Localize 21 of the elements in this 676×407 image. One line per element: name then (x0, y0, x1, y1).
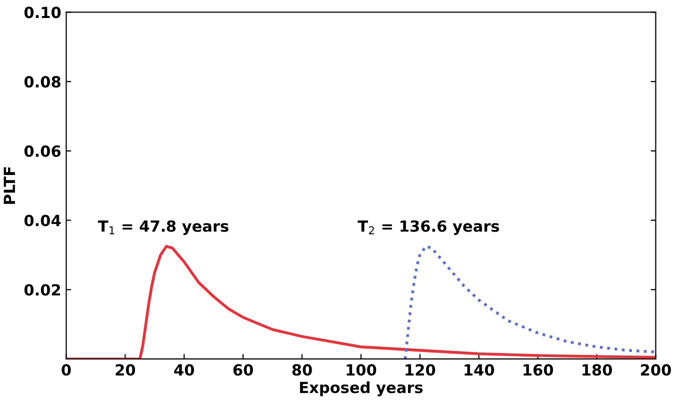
y-tick-label: 0.04 (24, 214, 61, 226)
x-tick-label: 20 (116, 364, 136, 376)
y-tick-label: 0.06 (24, 145, 61, 157)
x-tick-label: 0 (62, 364, 71, 376)
x-tick-label: 160 (524, 364, 554, 376)
x-tick-label: 180 (582, 364, 612, 376)
x-tick-label: 100 (346, 364, 376, 376)
annotation: T$_{1}$ = 47.8 years (98, 220, 228, 235)
y-tick-label: 0.02 (24, 284, 60, 296)
y-tick-label: 0.10 (24, 6, 61, 18)
x-tick-label: 140 (464, 364, 494, 376)
x-tick-label: 200 (640, 364, 671, 376)
x-axis-title: Exposed years (300, 381, 423, 396)
x-tick-label: 60 (233, 364, 253, 376)
annotation: T$_{2}$ = 136.6 years (358, 220, 500, 235)
x-tick-label: 40 (174, 364, 194, 376)
x-tick-label: 80 (292, 364, 312, 376)
y-tick-label: 0.08 (24, 76, 60, 88)
x-tick-label: 120 (406, 364, 436, 376)
line-series (404, 244, 656, 359)
y-axis-title: PLTF (4, 167, 15, 204)
